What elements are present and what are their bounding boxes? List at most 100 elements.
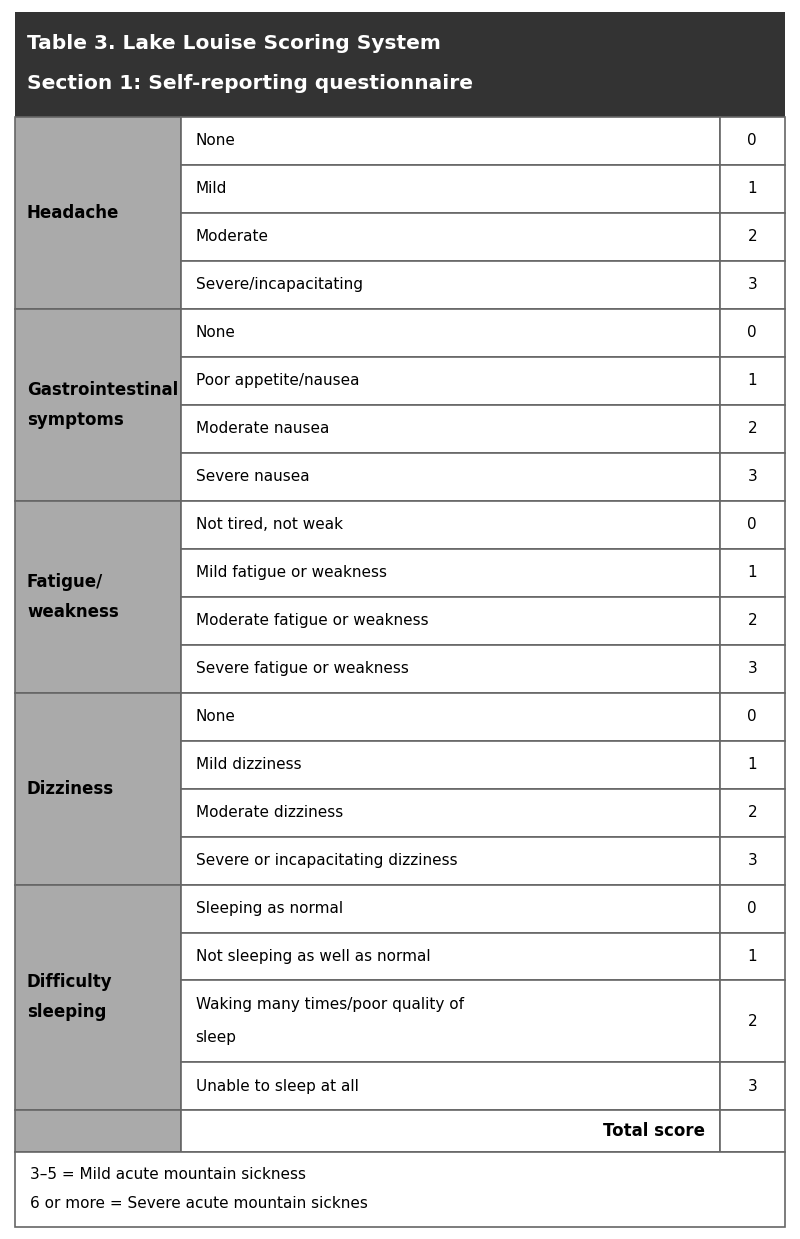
Bar xyxy=(719,644,785,693)
Bar xyxy=(719,309,785,357)
Bar xyxy=(181,885,719,933)
Text: sleeping: sleeping xyxy=(27,1004,106,1021)
Text: 3: 3 xyxy=(747,852,757,869)
Text: 3: 3 xyxy=(747,470,757,484)
Text: Mild fatigue or weakness: Mild fatigue or weakness xyxy=(195,565,386,580)
Text: 2: 2 xyxy=(747,805,757,820)
Text: Dizziness: Dizziness xyxy=(27,779,114,798)
Bar xyxy=(719,452,785,501)
Text: Moderate dizziness: Moderate dizziness xyxy=(195,805,342,820)
Text: 0: 0 xyxy=(747,517,757,533)
Bar xyxy=(181,405,719,452)
Text: None: None xyxy=(195,709,235,724)
Bar xyxy=(181,549,719,597)
Text: 6 or more = Severe acute mountain sicknes: 6 or more = Severe acute mountain sickne… xyxy=(30,1196,368,1211)
Bar xyxy=(15,501,181,693)
Bar xyxy=(719,357,785,405)
Text: Severe or incapacitating dizziness: Severe or incapacitating dizziness xyxy=(195,852,457,869)
Bar xyxy=(181,980,719,1062)
Text: 1: 1 xyxy=(747,949,757,964)
Text: Waking many times/poor quality of: Waking many times/poor quality of xyxy=(195,997,463,1012)
Text: Gastrointestinal: Gastrointestinal xyxy=(27,380,178,399)
Bar xyxy=(15,1110,181,1152)
Text: symptoms: symptoms xyxy=(27,411,124,429)
Text: 3: 3 xyxy=(747,278,757,292)
Text: Mild dizziness: Mild dizziness xyxy=(195,757,301,772)
Text: Not sleeping as well as normal: Not sleeping as well as normal xyxy=(195,949,430,964)
Bar xyxy=(15,309,181,501)
Bar xyxy=(719,549,785,597)
Text: 0: 0 xyxy=(747,326,757,341)
Text: 2: 2 xyxy=(747,1014,757,1028)
Text: Severe nausea: Severe nausea xyxy=(195,470,309,484)
Bar xyxy=(181,933,719,980)
Text: Unable to sleep at all: Unable to sleep at all xyxy=(195,1078,358,1094)
Text: 3–5 = Mild acute mountain sickness: 3–5 = Mild acute mountain sickness xyxy=(30,1167,306,1182)
Bar xyxy=(181,741,719,788)
Bar xyxy=(181,116,719,165)
Text: 1: 1 xyxy=(747,757,757,772)
Bar xyxy=(15,885,181,1110)
Text: None: None xyxy=(195,326,235,341)
Text: Sleeping as normal: Sleeping as normal xyxy=(195,901,342,916)
Bar xyxy=(181,693,719,741)
Text: 1: 1 xyxy=(747,181,757,197)
Bar xyxy=(15,12,785,116)
Bar xyxy=(719,836,785,885)
Bar xyxy=(181,836,719,885)
Bar xyxy=(719,165,785,213)
Bar xyxy=(719,693,785,741)
Text: Moderate fatigue or weakness: Moderate fatigue or weakness xyxy=(195,613,428,628)
Bar xyxy=(719,933,785,980)
Bar xyxy=(181,452,719,501)
Text: 0: 0 xyxy=(747,901,757,916)
Bar xyxy=(181,309,719,357)
Text: Total score: Total score xyxy=(602,1123,705,1140)
Text: 2: 2 xyxy=(747,229,757,244)
Text: Moderate nausea: Moderate nausea xyxy=(195,421,329,436)
Text: 0: 0 xyxy=(747,134,757,149)
Text: Severe/incapacitating: Severe/incapacitating xyxy=(195,278,362,292)
Text: Moderate: Moderate xyxy=(195,229,269,244)
Bar xyxy=(181,597,719,644)
Text: None: None xyxy=(195,134,235,149)
Bar xyxy=(719,1062,785,1110)
Bar xyxy=(181,1062,719,1110)
Bar xyxy=(181,357,719,405)
Bar xyxy=(15,1152,785,1227)
Bar xyxy=(719,261,785,309)
Bar xyxy=(181,261,719,309)
Text: 3: 3 xyxy=(747,1078,757,1094)
Text: 0: 0 xyxy=(747,709,757,724)
Bar xyxy=(719,405,785,452)
Bar xyxy=(15,693,181,885)
Text: weakness: weakness xyxy=(27,602,118,621)
Text: 3: 3 xyxy=(747,662,757,676)
Bar xyxy=(181,1110,719,1152)
Text: Headache: Headache xyxy=(27,204,119,222)
Text: 2: 2 xyxy=(747,421,757,436)
Text: Not tired, not weak: Not tired, not weak xyxy=(195,517,342,533)
Text: 1: 1 xyxy=(747,565,757,580)
Bar xyxy=(719,1110,785,1152)
Bar xyxy=(181,644,719,693)
Bar xyxy=(719,213,785,261)
Bar xyxy=(719,885,785,933)
Bar xyxy=(719,741,785,788)
Bar xyxy=(719,116,785,165)
Bar xyxy=(181,213,719,261)
Bar xyxy=(719,597,785,644)
Bar xyxy=(719,980,785,1062)
Text: 1: 1 xyxy=(747,373,757,388)
Bar xyxy=(15,116,181,309)
Bar xyxy=(181,165,719,213)
Text: Difficulty: Difficulty xyxy=(27,974,113,991)
Text: Poor appetite/nausea: Poor appetite/nausea xyxy=(195,373,359,388)
Text: Table 3. Lake Louise Scoring System: Table 3. Lake Louise Scoring System xyxy=(27,33,441,53)
Text: sleep: sleep xyxy=(195,1030,237,1044)
Bar xyxy=(719,788,785,836)
Bar xyxy=(181,788,719,836)
Text: Section 1: Self-reporting questionnaire: Section 1: Self-reporting questionnaire xyxy=(27,74,473,93)
Text: Mild: Mild xyxy=(195,181,227,197)
Text: 2: 2 xyxy=(747,613,757,628)
